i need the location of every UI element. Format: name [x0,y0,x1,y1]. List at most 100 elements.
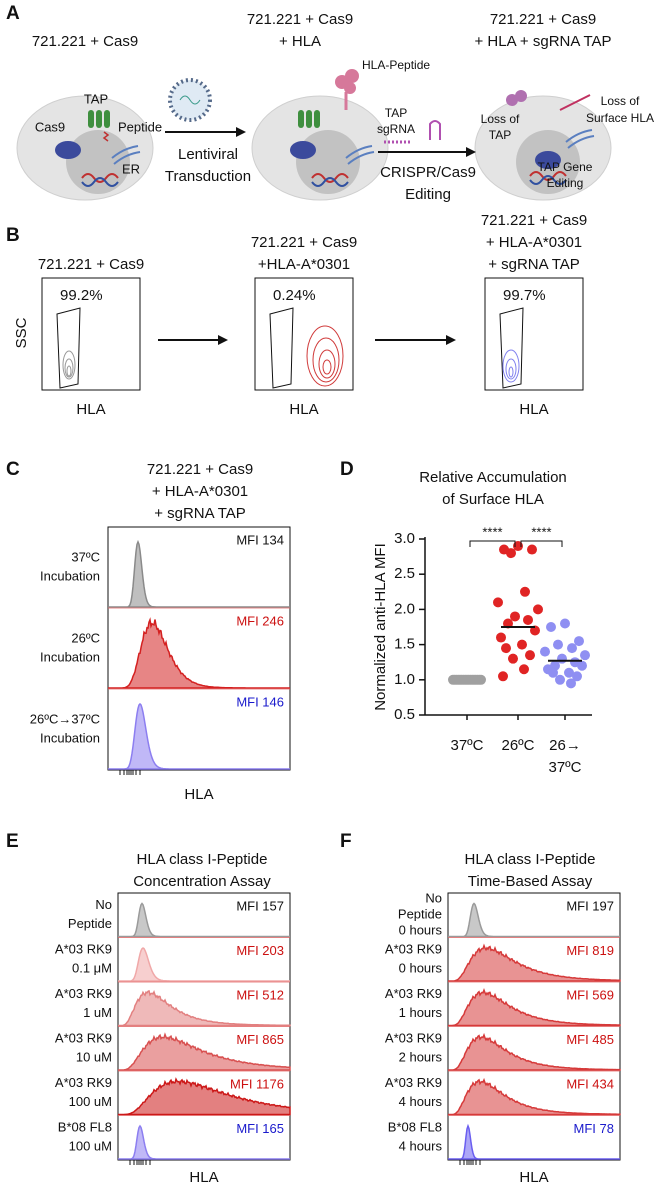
label: A*03 RK9 [385,1031,442,1046]
data-point [506,548,516,559]
label: HLA [519,1169,548,1186]
label: HLA class I-Peptide [465,851,596,868]
data-point [546,622,556,632]
label: + HLA-A*0301 [152,483,248,500]
label: 0.24% [273,287,316,304]
label: MFI 434 [566,1076,614,1091]
label: 1 uM [83,1005,112,1020]
histogram [118,1032,291,1071]
label: HLA [289,401,318,418]
label: 1.0 [394,671,415,688]
label: 721.221 + Cas9 [490,11,596,28]
label: A*03 RK9 [385,942,442,957]
data-point [553,639,563,650]
histogram [448,1077,621,1116]
x-tick-label: 26→ 37ºC [548,737,582,776]
label: D [340,459,354,480]
x-tick-label: 26ºC [501,737,535,754]
label: Incubation [40,649,100,664]
label: Time-Based Assay [468,873,593,890]
histogram [108,539,290,608]
histogram [118,1124,290,1160]
label: 100 uM [69,1139,112,1154]
label: TAP Gene [538,160,593,174]
data-point [577,660,587,671]
data-point [496,632,506,643]
label: Relative Accumulation [419,469,567,486]
histogram [118,947,290,982]
label: HLA-Peptide [362,58,430,72]
label: 10 uM [76,1050,112,1065]
label: 3.0 [394,530,415,547]
histogram [118,989,291,1027]
data-point [555,674,565,685]
flow-plots [41,277,584,391]
label: F [340,831,352,852]
label: MFI 819 [566,943,614,958]
label: A*03 RK9 [55,1075,112,1090]
label: + HLA [279,33,321,50]
label: TAP [385,106,407,120]
label: 721.221 + Cas9 [247,11,353,28]
histogram [448,1123,620,1160]
label: 26ºC→37ºC [30,711,100,726]
label: A*03 RK9 [55,942,112,957]
label: of Surface HLA [442,491,544,508]
label: HLA class I-Peptide [137,851,268,868]
label: 100 uM [69,1094,112,1109]
data-point [533,604,543,615]
label: MFI 146 [236,694,284,709]
data-point [517,639,527,650]
label: + HLA + sgRNA TAP [474,33,611,50]
label: ER [122,161,140,176]
data-point [580,650,590,661]
histogram [448,943,621,982]
label: B*08 FL8 [58,1120,112,1135]
data-point [493,597,503,608]
data-point [567,643,577,654]
label: +HLA-A*0301 [258,256,350,273]
label: MFI 203 [236,943,284,958]
significance-bracket [520,540,563,547]
label: 721.221 + Cas9 [481,212,587,229]
histogram [448,987,621,1027]
label: 2 hours [399,1050,443,1065]
data-point [508,653,518,664]
label: HLA [184,786,213,803]
label: A*03 RK9 [385,1075,442,1090]
histogram [448,1032,621,1071]
label: B [6,225,20,246]
label: MFI 165 [236,1121,284,1136]
label: HLA [519,401,548,418]
label: **** [482,524,502,539]
label: Surface HLA [586,111,654,125]
label: Concentration Assay [133,873,271,890]
label: 1 hours [399,1005,443,1020]
label: 99.2% [60,287,103,304]
label: 2.0 [394,600,415,617]
label: 2.5 [394,565,415,582]
histogram [108,702,290,770]
histogram [108,617,290,689]
data-point [564,667,574,678]
significance-bracket [469,540,516,547]
label: 721.221 + Cas9 [32,33,138,50]
label: SSC [13,317,30,348]
label: + sgRNA TAP [154,505,246,522]
label: 721.221 + Cas9 [38,256,144,273]
histogram [118,902,290,938]
label: MFI 246 [236,613,284,628]
label: MFI 197 [566,898,614,913]
label: Transduction [165,168,251,185]
label: MFI 157 [236,898,284,913]
label: Loss of [601,94,640,108]
label: A [6,3,20,24]
label: **** [531,524,551,539]
label: Editing [547,176,584,190]
data-point [510,611,520,622]
label: Editing [405,186,451,203]
label: Lentiviral [178,146,238,163]
data-point [498,671,508,682]
label: MFI 865 [236,1032,284,1047]
